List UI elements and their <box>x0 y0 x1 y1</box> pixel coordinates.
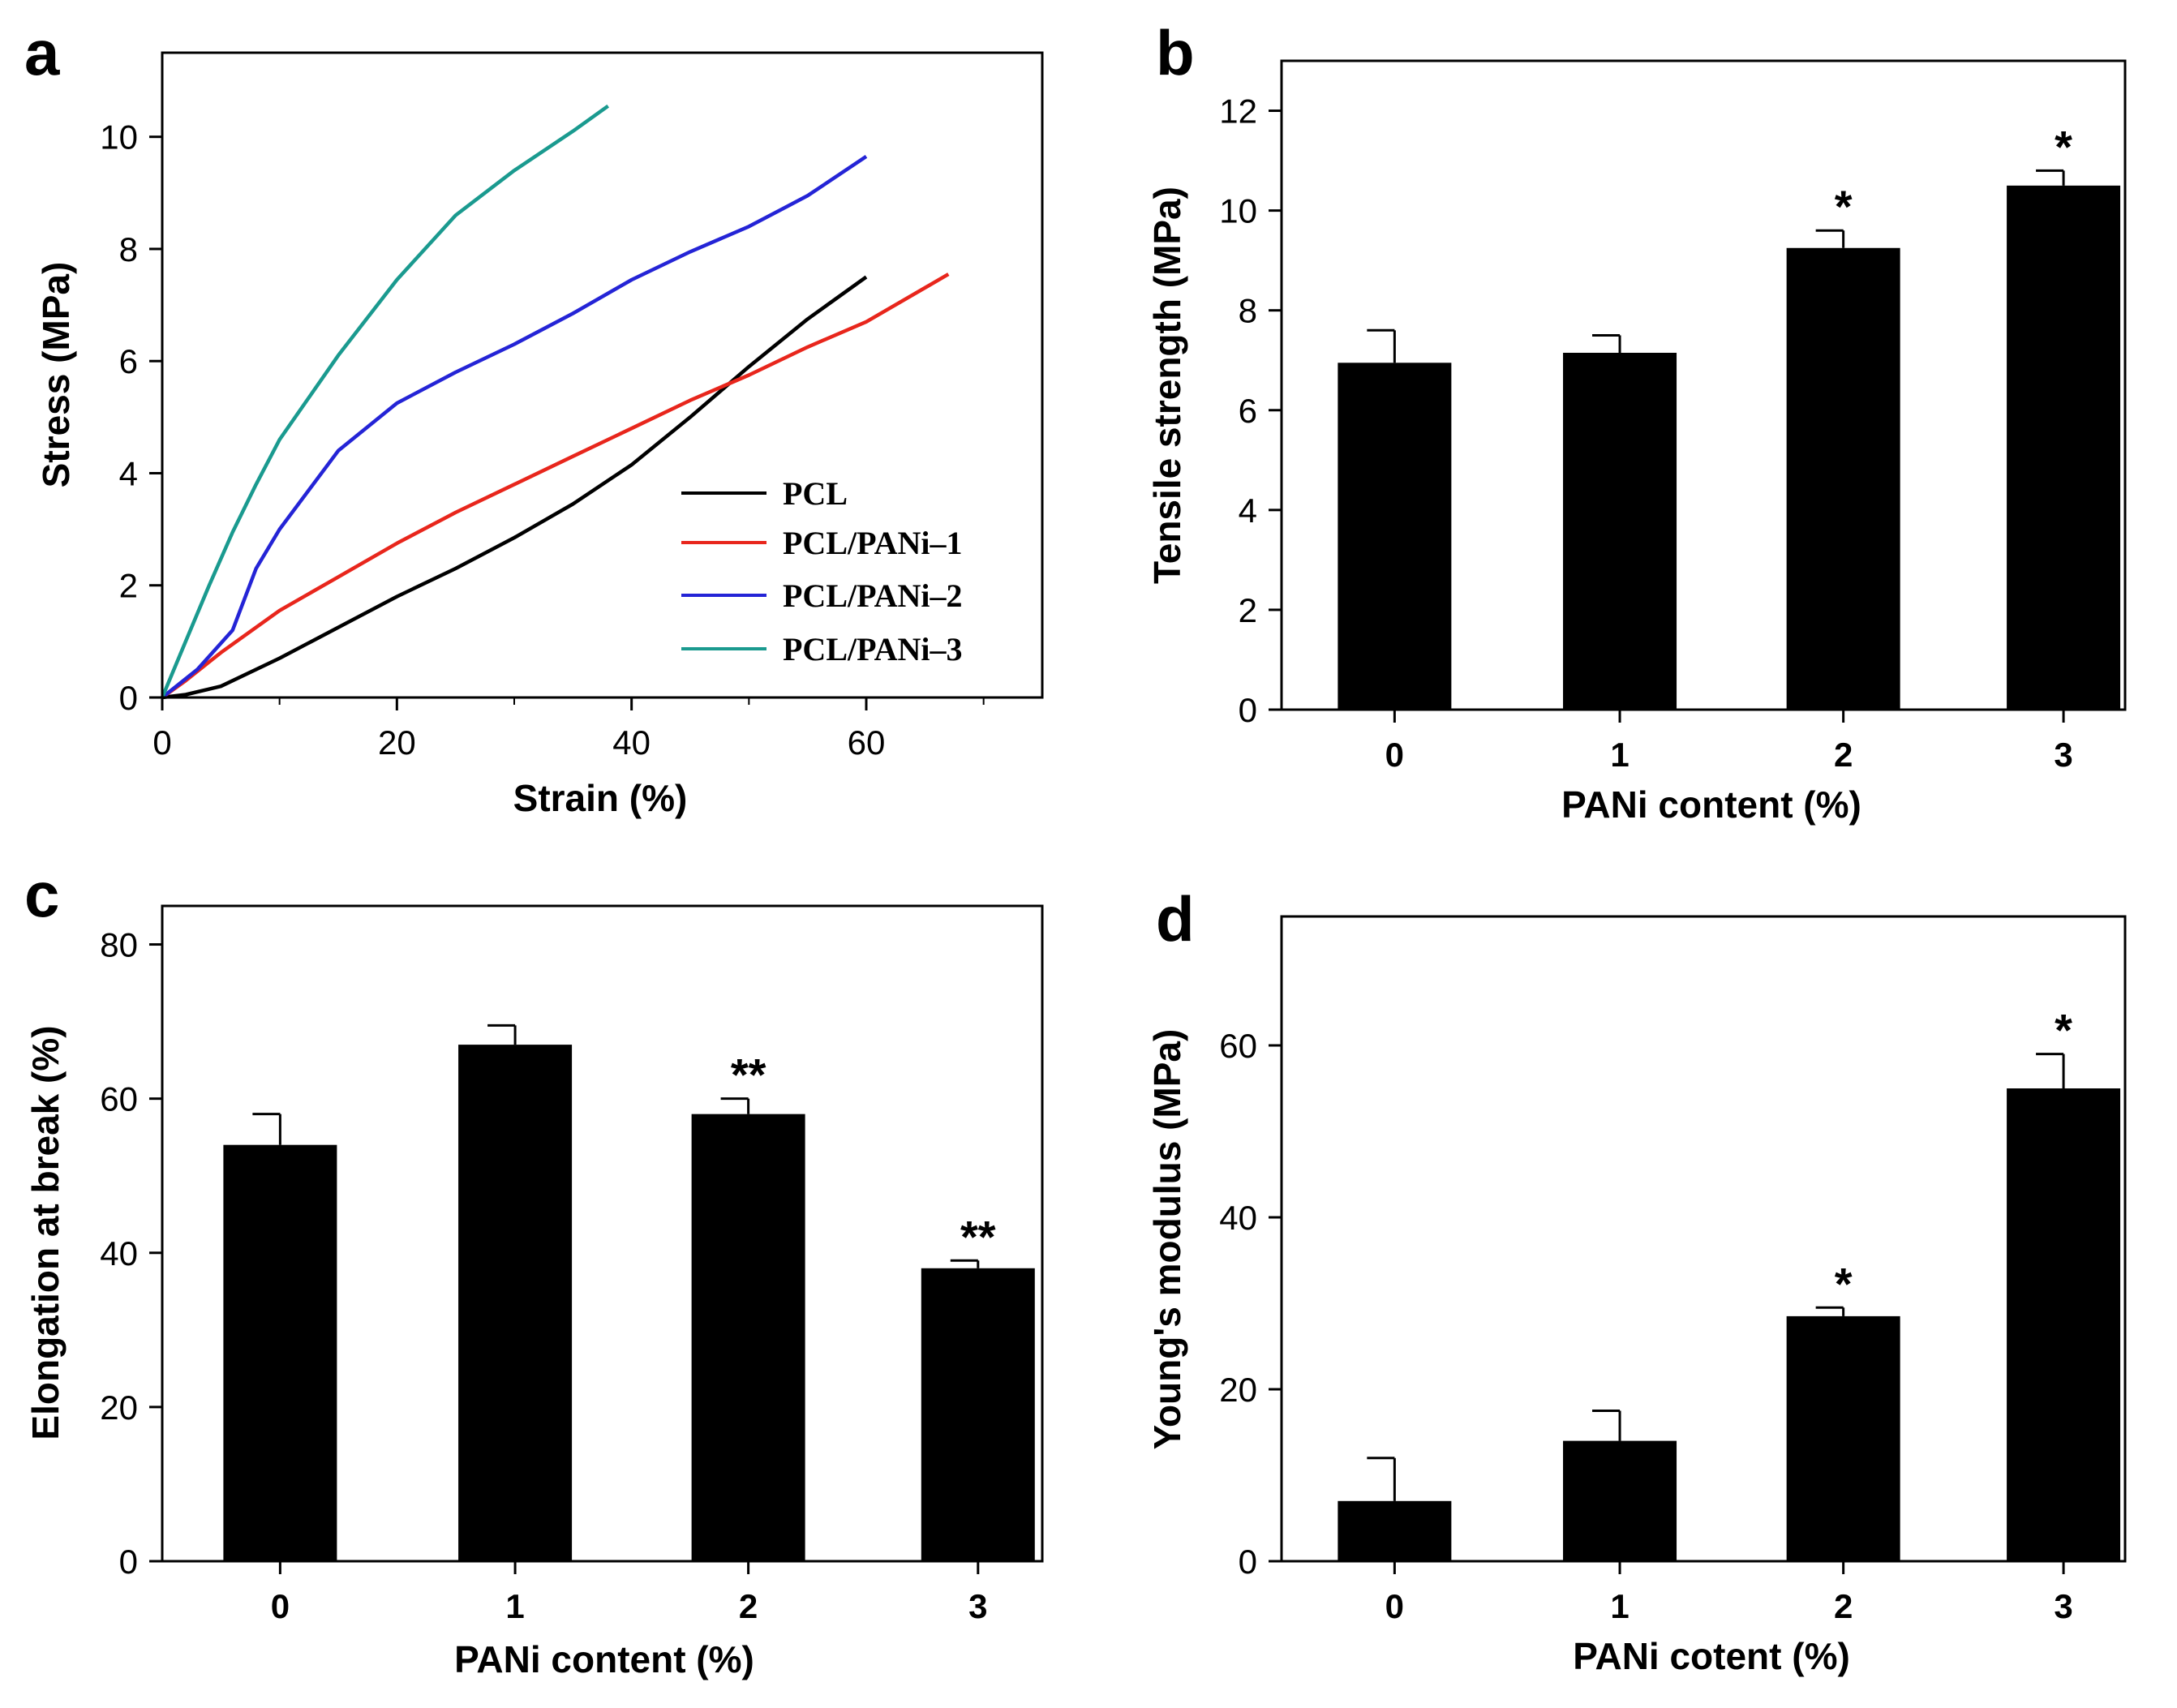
panel-c-y-axis-title: Elongation at break (%) <box>24 1025 67 1440</box>
panel-d-bar-3 <box>2007 1088 2121 1561</box>
panel-a-y-tick-label: 2 <box>119 567 138 605</box>
panel-c-y-tick-label: 0 <box>119 1543 138 1581</box>
panel-b-x-axis-title: PANi content (%) <box>1561 783 1861 826</box>
panel-c-x-tick-label: 2 <box>739 1587 758 1625</box>
panel-c-bar-2 <box>691 1114 805 1561</box>
panel-c: ** ** 0 20 40 60 80 0 1 2 3 PANi content (%) Elon… <box>24 904 1044 1680</box>
panel-d-ticks: 0 20 40 60 0 1 2 3 <box>1219 1027 2072 1625</box>
panel-b-y-tick-label: 8 <box>1239 292 1257 330</box>
panel-d-bar-1 <box>1563 1440 1677 1561</box>
panel-c-bar-3 <box>921 1268 1035 1561</box>
panel-b-y-tick-label: 12 <box>1219 92 1257 131</box>
legend-label-pcl-pani-2: PCL/PANi–2 <box>783 577 962 614</box>
panel-a-x-tick-label: 0 <box>152 723 171 762</box>
panel-d-y-axis-title: Young's modulus (MPa) <box>1146 1029 1188 1450</box>
panel-b-x-tick-label: 0 <box>1385 736 1404 774</box>
panel-a-x-tick-label: 60 <box>848 723 886 762</box>
series-line-pcl-pani-3 <box>160 104 610 698</box>
panel-c-bars: ** ** <box>223 1024 1035 1561</box>
panel-a-legend: PCL PCL/PANi–1 PCL/PANi–2 PCL/PANi–3 <box>681 475 962 667</box>
panel-b-significance-3: * <box>2055 121 2072 172</box>
panel-b-y-axis-title: Tensile strength (MPa) <box>1146 187 1188 584</box>
panel-a-frame <box>161 51 1044 699</box>
series-line-pcl-pani-1 <box>161 273 950 699</box>
panel-a-y-tick-label: 0 <box>119 679 138 717</box>
legend-label-pcl: PCL <box>783 475 848 512</box>
panel-c-significance-3: ** <box>960 1211 996 1262</box>
panel-d-y-tick-label: 0 <box>1239 1543 1257 1581</box>
series-line-pcl-pani-2 <box>161 155 868 699</box>
panel-c-y-tick-label: 60 <box>100 1080 138 1118</box>
panel-a-x-axis-title: Strain (%) <box>513 777 688 819</box>
panel-a-ticks: 0 2 4 6 8 10 0 20 40 60 <box>100 118 985 762</box>
panel-c-x-tick-label: 1 <box>505 1587 524 1625</box>
panel-b-y-tick-label: 2 <box>1239 591 1257 629</box>
panel-d-x-tick-label: 3 <box>2054 1587 2072 1625</box>
panel-c-x-axis-title: PANi content (%) <box>454 1638 754 1680</box>
panel-label-d: d <box>1156 883 1195 955</box>
panel-c-x-tick-label: 0 <box>271 1587 290 1625</box>
panel-a-y-axis-title: Stress (MPa) <box>35 262 77 488</box>
panel-d-x-tick-label: 1 <box>1610 1587 1629 1625</box>
panel-b-y-tick-label: 0 <box>1239 691 1257 729</box>
panel-c-y-tick-label: 40 <box>100 1234 138 1272</box>
panel-a-y-tick-label: 4 <box>119 454 138 492</box>
series-line-pcl <box>161 275 868 700</box>
panel-d-y-tick-label: 20 <box>1219 1371 1257 1409</box>
panel-c-significance-2: ** <box>731 1049 766 1101</box>
panel-c-x-tick-label: 3 <box>968 1587 987 1625</box>
panel-d-y-tick-label: 60 <box>1219 1027 1257 1065</box>
panel-d-significance-3: * <box>2055 1005 2072 1056</box>
panel-d-x-axis-title: PANi cotent (%) <box>1573 1635 1850 1677</box>
panel-label-a: a <box>24 17 60 88</box>
panel-b-frame <box>1280 59 2127 711</box>
panel-d-y-tick-label: 40 <box>1219 1199 1257 1237</box>
panel-d-bar-0 <box>1338 1500 1452 1561</box>
panel-a-y-tick-label: 10 <box>100 118 138 157</box>
panel-a-y-tick-label: 8 <box>119 230 138 268</box>
panel-b-bar-1 <box>1563 353 1677 710</box>
panel-a-series <box>160 104 950 700</box>
panel-label-b: b <box>1156 17 1195 88</box>
panel-a-x-tick-label: 20 <box>378 723 416 762</box>
panel-b-y-tick-label: 4 <box>1239 491 1257 530</box>
panel-b-x-tick-label: 1 <box>1610 736 1629 774</box>
panel-d-bars: ** <box>1338 1005 2121 1561</box>
panel-b-y-tick-label: 10 <box>1219 192 1257 230</box>
panel-c-ticks: 0 20 40 60 80 0 1 2 3 <box>100 926 987 1625</box>
panel-b-bars: ** <box>1338 121 2121 710</box>
panel-a-x-tick-label: 40 <box>612 723 651 762</box>
panel-b-significance-2: * <box>1835 181 1853 232</box>
panel-d-significance-2: * <box>1835 1258 1853 1309</box>
panel-b-bar-0 <box>1338 363 1452 710</box>
panel-d-bar-2 <box>1786 1315 1900 1561</box>
legend-label-pcl-pani-3: PCL/PANi–3 <box>783 631 962 667</box>
panel-b-bar-3 <box>2007 185 2121 710</box>
panel-d-x-tick-label: 0 <box>1385 1587 1404 1625</box>
panel-b-bar-2 <box>1786 247 1900 710</box>
panel-c-bar-0 <box>223 1144 337 1561</box>
panel-d-frame <box>1280 915 2127 1563</box>
panel-b-x-tick-label: 3 <box>2054 736 2072 774</box>
panel-a: 0 2 4 6 8 10 0 20 40 60 PCL PCL/PANi–1 PCL/PANi–2… <box>35 51 1044 819</box>
panel-c-y-tick-label: 20 <box>100 1388 138 1427</box>
panel-b-y-tick-label: 6 <box>1239 392 1257 430</box>
panel-b-x-tick-label: 2 <box>1834 736 1853 774</box>
panel-c-frame <box>161 904 1044 1563</box>
panel-a-y-tick-label: 6 <box>119 342 138 380</box>
panel-label-c: c <box>24 859 59 930</box>
panel-c-bar-1 <box>458 1045 573 1561</box>
legend-label-pcl-pani-1: PCL/PANi–1 <box>783 525 962 561</box>
panel-c-y-tick-label: 80 <box>100 926 138 964</box>
panel-d-x-tick-label: 2 <box>1834 1587 1853 1625</box>
